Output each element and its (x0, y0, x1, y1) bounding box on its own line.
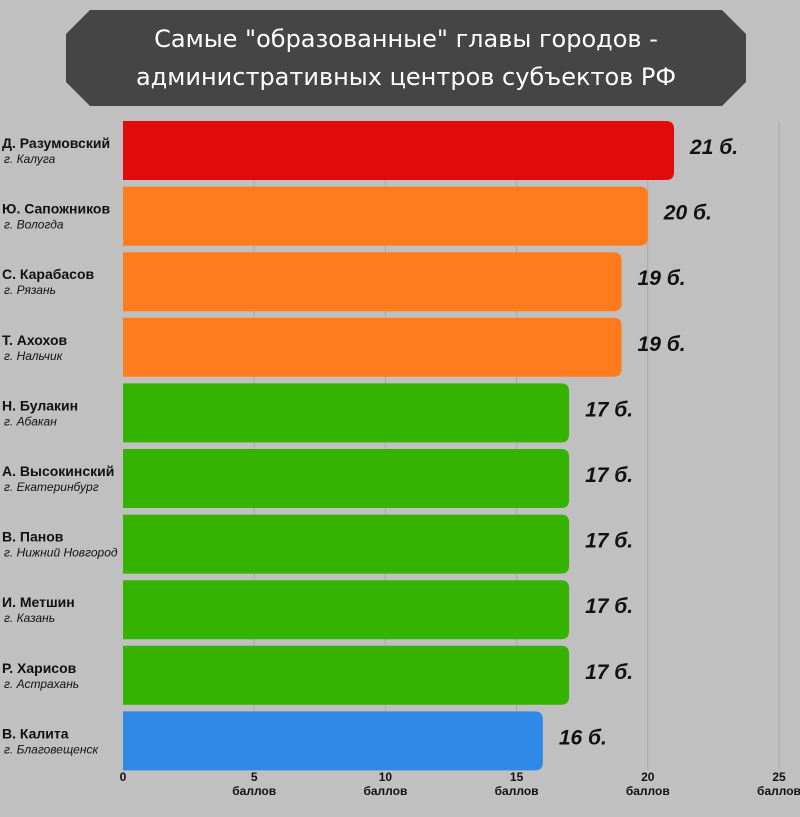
x-tick-unit: баллов (363, 784, 407, 798)
x-tick-label: 10 (379, 770, 393, 784)
bar-name-label: Д. Разумовский (2, 135, 110, 151)
bar (123, 449, 570, 508)
bar-value-label: 21 б. (689, 136, 738, 159)
bar-value-label: 17 б. (585, 661, 633, 684)
bar-name-label: С. Карабасов (2, 266, 95, 282)
x-tick-unit: баллов (626, 784, 670, 798)
bar (123, 186, 648, 246)
bar-city-label: г. Абакан (4, 414, 57, 428)
bar (123, 383, 570, 443)
x-tick-label: 20 (641, 770, 655, 784)
x-tick-unit: баллов (757, 784, 800, 798)
bar-city-label: г. Нальчик (4, 349, 64, 363)
bar (123, 252, 622, 312)
bar-value-label: 17 б. (585, 595, 633, 618)
bar-value-label: 16 б. (559, 726, 607, 749)
x-tick-label: 5 (251, 770, 258, 784)
x-tick-unit: баллов (232, 784, 276, 798)
x-tick-unit: баллов (495, 784, 539, 798)
bar-value-label: 19 б. (638, 267, 686, 290)
bar (123, 645, 570, 705)
x-tick-label: 15 (510, 770, 524, 784)
title-banner: Самые "образованные" главы городов - адм… (66, 10, 746, 106)
bar-city-label: г. Благовещенск (4, 742, 99, 756)
bar-name-label: А. Высокинский (2, 463, 114, 479)
bar-name-label: Т. Ахохов (2, 332, 67, 348)
bar-city-label: г. Казань (4, 611, 55, 625)
bar-value-label: 17 б. (585, 530, 633, 553)
bar-name-label: В. Панов (2, 529, 64, 545)
bar (123, 580, 570, 640)
bar (123, 711, 543, 771)
chart-title: Самые "образованные" главы городов - адм… (135, 25, 677, 91)
x-tick-label: 25 (772, 770, 786, 784)
bar (123, 317, 622, 377)
bar-city-label: г. Астрахань (4, 677, 79, 691)
bar-name-label: Р. Харисов (2, 660, 77, 676)
bar-value-label: 17 б. (585, 398, 633, 421)
bar-value-label: 19 б. (638, 333, 686, 356)
bar (123, 121, 675, 180)
bar-name-label: В. Калита (2, 725, 69, 741)
x-tick-label: 0 (120, 770, 127, 784)
bar-value-label: 17 б. (585, 464, 633, 487)
bar-city-label: г. Вологда (4, 218, 64, 232)
bar-value-label: 20 б. (663, 202, 712, 225)
bar-city-label: г. Калуга (4, 152, 56, 166)
bar-name-label: Н. Булакин (2, 397, 78, 413)
bar-name-label: И. Метшин (2, 594, 75, 610)
bar (123, 514, 570, 574)
bar-city-label: г. Екатеринбург (4, 480, 99, 494)
bar-city-label: г. Рязань (4, 283, 56, 297)
bar-city-label: г. Нижний Новгород (4, 546, 118, 560)
bar-name-label: Ю. Сапожников (2, 201, 110, 217)
